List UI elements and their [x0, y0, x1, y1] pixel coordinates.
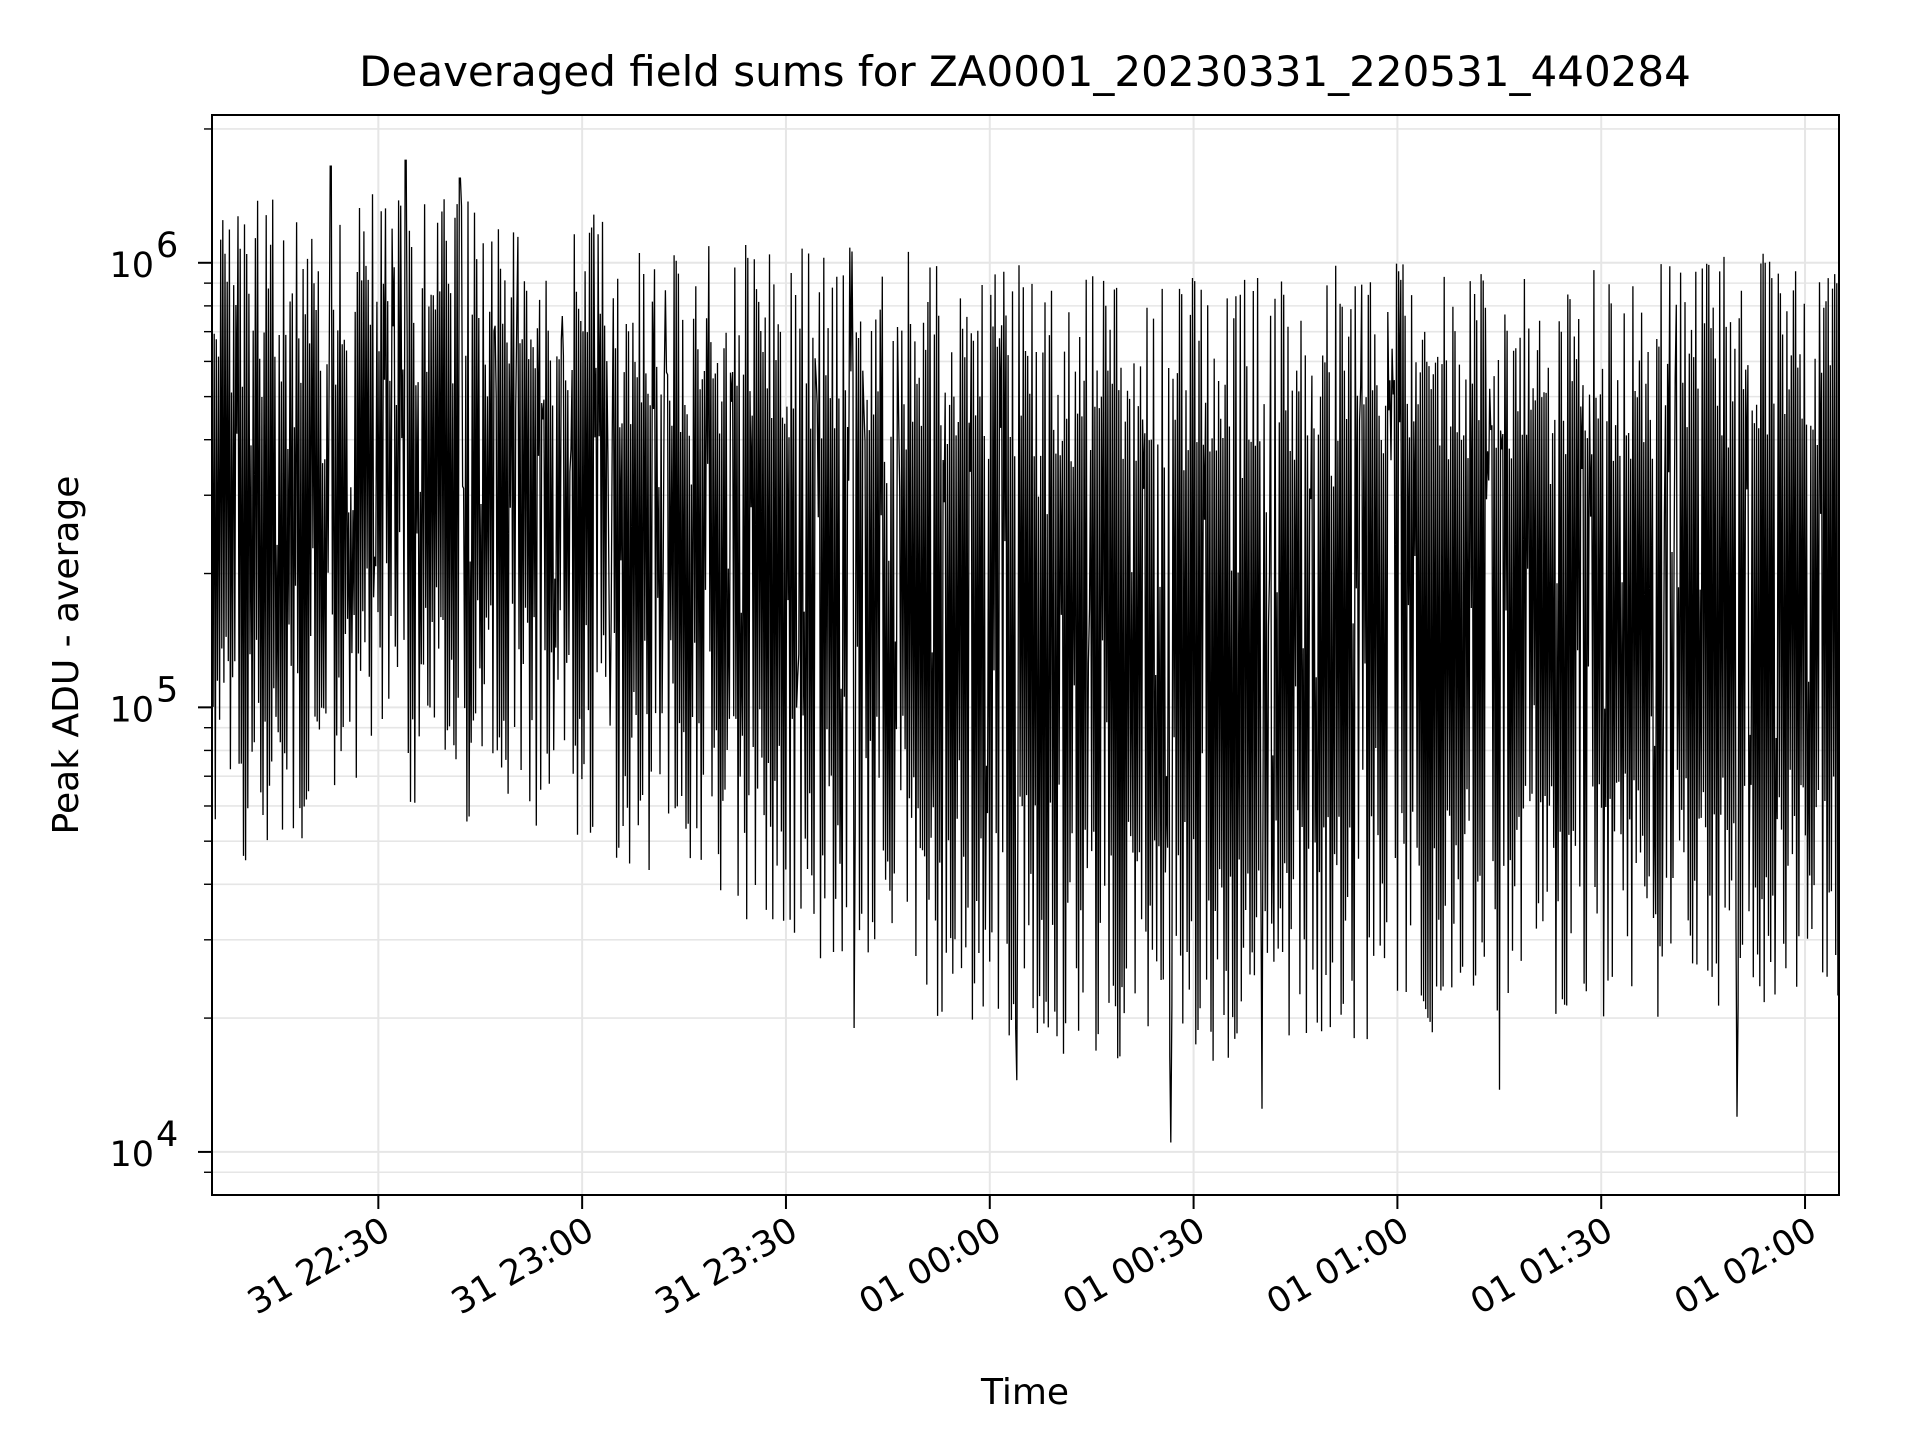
series-line: [211, 159, 1840, 1143]
y-tick-exponent: 5: [156, 670, 178, 710]
y-axis-label: Peak ADU - average: [46, 476, 87, 835]
chart-title: Deaveraged field sums for ZA0001_2023033…: [359, 47, 1691, 96]
series-line-group: [211, 159, 1840, 1143]
plot-frame: [211, 114, 1840, 1196]
y-tick-label: 10: [109, 1135, 154, 1175]
y-tick-label: 10: [109, 690, 154, 730]
y-tick-exponent: 4: [156, 1115, 178, 1155]
y-tick-label: 10: [109, 246, 154, 286]
x-axis-label: Time: [980, 1372, 1069, 1413]
y-tick-exponent: 6: [156, 226, 178, 266]
